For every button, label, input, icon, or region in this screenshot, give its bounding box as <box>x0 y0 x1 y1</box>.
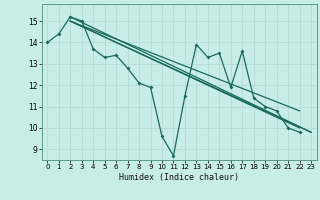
X-axis label: Humidex (Indice chaleur): Humidex (Indice chaleur) <box>119 173 239 182</box>
